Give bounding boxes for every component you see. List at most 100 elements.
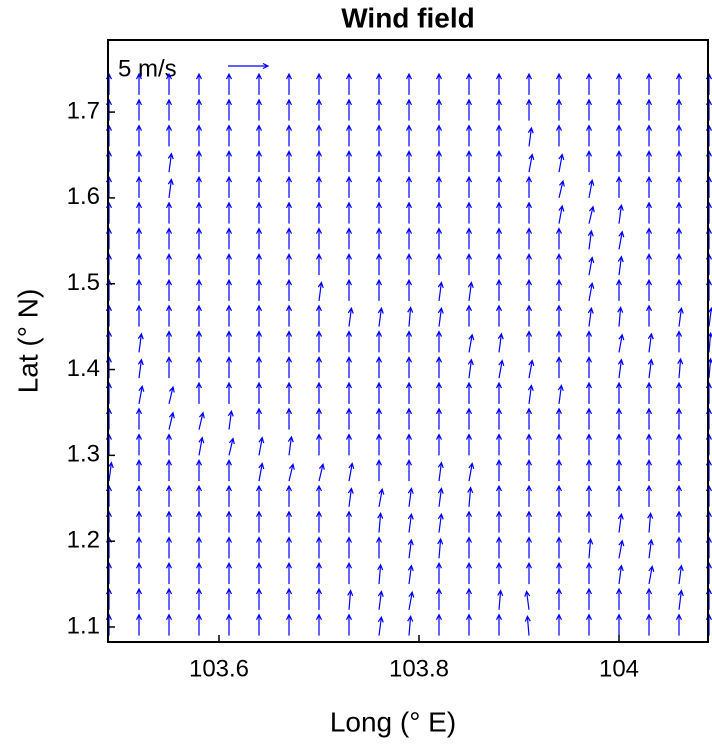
wind-arrow (585, 124, 593, 147)
wind-arrow (288, 462, 295, 482)
wind-arrow (615, 150, 623, 173)
wind-arrow (675, 330, 683, 353)
wind-arrow (345, 561, 353, 585)
wind-arrow (555, 252, 563, 276)
wind-arrow (617, 203, 624, 224)
wind-arrow (617, 255, 624, 276)
wind-arrow (318, 462, 325, 482)
wind-arrow (315, 252, 323, 276)
wind-arrow (405, 201, 413, 224)
wind-arrow (195, 587, 203, 610)
wind-arrow (495, 278, 503, 301)
wind-arrow (677, 357, 684, 379)
wind-arrow (525, 536, 533, 559)
wind-arrow (555, 278, 563, 301)
wind-arrow (195, 458, 203, 482)
key-arrow (228, 62, 270, 70)
wind-arrow (405, 330, 413, 353)
wind-arrow (435, 407, 443, 430)
wind-arrow (617, 512, 624, 533)
wind-arrow (225, 510, 233, 533)
wind-arrow (675, 484, 683, 507)
wind-arrow (377, 590, 384, 610)
wind-arrow (285, 201, 293, 224)
wind-arrow (407, 487, 414, 507)
wind-arrow (135, 484, 143, 507)
wind-arrow (647, 332, 654, 353)
wind-arrow (285, 536, 293, 559)
wind-arrow (405, 355, 413, 379)
wind-arrow (315, 510, 323, 533)
wind-arrow (258, 462, 265, 482)
wind-arrow (495, 227, 503, 250)
wind-arrow (495, 304, 503, 327)
wind-arrow (435, 433, 443, 456)
wind-arrow (375, 227, 383, 250)
wind-arrow (465, 433, 473, 456)
wind-arrow (315, 407, 323, 430)
wind-arrow (588, 178, 595, 199)
wind-arrow (165, 458, 173, 482)
wind-arrow (495, 407, 503, 430)
wind-arrow (195, 510, 203, 533)
wind-arrow (675, 252, 683, 276)
wind-arrow (165, 201, 173, 224)
wind-arrow (435, 98, 443, 121)
wind-arrow (225, 458, 233, 482)
wind-arrow (285, 150, 293, 173)
wind-arrow (255, 252, 263, 276)
wind-arrow (375, 201, 383, 224)
wind-arrow (465, 72, 473, 95)
wind-arrow (675, 278, 683, 301)
wind-arrow (555, 587, 563, 610)
wind-arrow (525, 510, 533, 533)
wind-arrow (165, 561, 173, 585)
wind-arrow (345, 201, 353, 224)
wind-arrow (345, 407, 353, 430)
wind-arrow (345, 98, 353, 121)
wind-arrow (195, 484, 203, 507)
wind-arrow (315, 72, 323, 95)
wind-arrow (285, 355, 293, 379)
wind-arrow (465, 150, 473, 173)
wind-arrow (135, 175, 143, 198)
wind-arrow (558, 153, 565, 173)
wind-arrow (495, 458, 503, 482)
wind-arrow (437, 537, 444, 559)
wind-arrow (315, 433, 323, 456)
wind-arrow (405, 175, 413, 198)
wind-arrow (585, 330, 593, 353)
wind-arrow (435, 330, 443, 353)
wind-arrow (495, 72, 503, 95)
wind-arrow (465, 201, 473, 224)
wind-arrow (528, 153, 535, 173)
wind-arrow (195, 278, 203, 301)
wind-arrow (524, 615, 531, 636)
wind-arrow (285, 407, 293, 430)
wind-arrow (615, 587, 623, 610)
wind-arrow (675, 458, 683, 482)
wind-arrow (615, 484, 623, 507)
wind-arrow (165, 330, 173, 353)
wind-arrow (495, 484, 503, 507)
wind-arrow (195, 613, 203, 636)
wind-arrow (195, 201, 203, 224)
wind-arrow (588, 205, 595, 224)
wind-arrow (315, 484, 323, 507)
wind-arrow (135, 252, 143, 276)
wind-arrow (135, 150, 143, 173)
wind-arrow (645, 175, 653, 198)
wind-arrow (377, 563, 384, 585)
wind-arrow (437, 512, 444, 533)
wind-arrow (285, 124, 293, 147)
wind-arrow (587, 229, 594, 250)
wind-arrow (375, 175, 383, 198)
wind-arrow (555, 613, 563, 636)
wind-arrow (225, 252, 233, 276)
wind-arrow (405, 227, 413, 250)
wind-arrow (315, 613, 323, 636)
wind-arrow (135, 227, 143, 250)
wind-arrow (285, 252, 293, 276)
x-tick-label: 104 (599, 655, 639, 682)
y-tick-label: 1.2 (67, 527, 100, 554)
